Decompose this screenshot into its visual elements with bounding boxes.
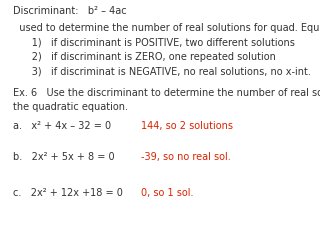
Text: the quadratic equation.: the quadratic equation. — [13, 102, 128, 112]
Text: -39, so no real sol.: -39, so no real sol. — [141, 152, 230, 162]
Text: 144, so 2 solutions: 144, so 2 solutions — [141, 121, 233, 131]
Text: 2)   if discriminant is ZERO, one repeated solution: 2) if discriminant is ZERO, one repeated… — [13, 52, 276, 62]
Text: 3)   if discriminat is NEGATIVE, no real solutions, no x-int.: 3) if discriminat is NEGATIVE, no real s… — [13, 66, 311, 76]
Text: a.   x² + 4x – 32 = 0: a. x² + 4x – 32 = 0 — [13, 121, 111, 131]
Text: Ex. 6   Use the discriminant to determine the number of real solutions of: Ex. 6 Use the discriminant to determine … — [13, 88, 320, 98]
Text: 1)   if discriminant is POSITIVE, two different solutions: 1) if discriminant is POSITIVE, two diff… — [13, 37, 295, 47]
Text: Discriminant:   b² – 4ac: Discriminant: b² – 4ac — [13, 6, 126, 16]
Text: used to determine the number of real solutions for quad. Equation: used to determine the number of real sol… — [13, 23, 320, 33]
Text: c.   2x² + 12x +18 = 0: c. 2x² + 12x +18 = 0 — [13, 188, 123, 198]
Text: 0, so 1 sol.: 0, so 1 sol. — [141, 188, 193, 198]
Text: b.   2x² + 5x + 8 = 0: b. 2x² + 5x + 8 = 0 — [13, 152, 115, 162]
